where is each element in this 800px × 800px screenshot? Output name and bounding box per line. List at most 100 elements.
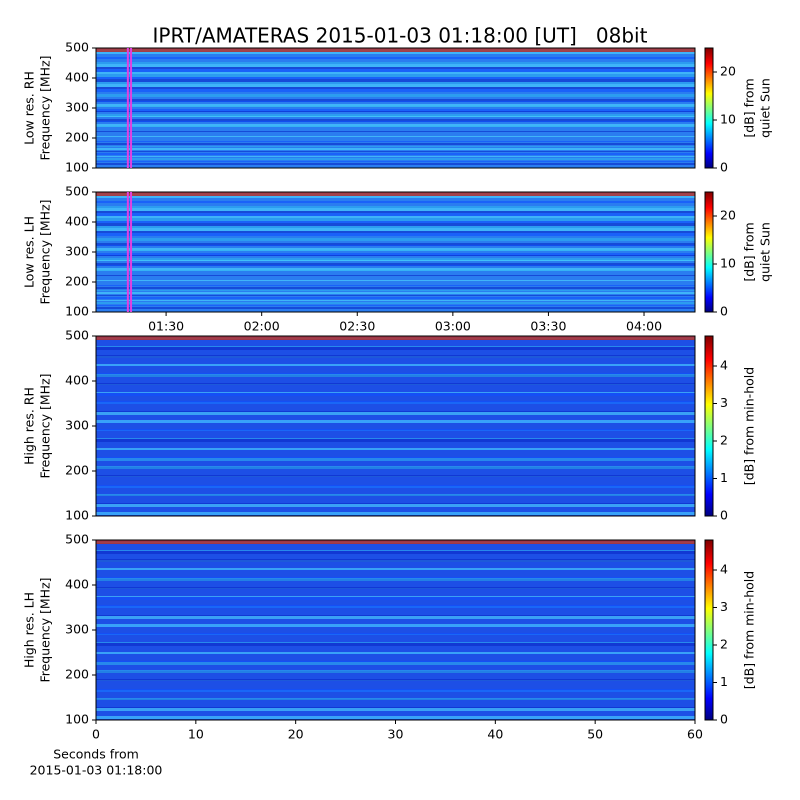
x-tick-label: 02:30 bbox=[339, 319, 375, 334]
spectrogram-texture bbox=[96, 211, 695, 213]
spectrogram-texture bbox=[96, 158, 695, 160]
colorbar-label: [dB] from bbox=[742, 78, 757, 137]
y-tick-label: 100 bbox=[65, 304, 89, 319]
spectrogram-texture bbox=[96, 136, 695, 137]
spectrogram-texture bbox=[96, 268, 695, 271]
spectrogram-texture bbox=[96, 429, 695, 431]
spectrogram-texture bbox=[96, 84, 695, 87]
colorbar bbox=[704, 539, 714, 721]
spectrogram-texture bbox=[96, 346, 695, 347]
spectrogram-texture bbox=[96, 114, 695, 117]
spectrogram-texture bbox=[96, 662, 695, 665]
colorbar-label: quiet Sun bbox=[758, 78, 773, 138]
x-tick-label: 03:30 bbox=[530, 319, 566, 334]
colorbar-tick-label: 4 bbox=[720, 562, 728, 577]
x-tick-label: 20 bbox=[288, 727, 304, 742]
y-axis-label: High res. LH bbox=[22, 592, 37, 668]
spectrogram-texture bbox=[96, 633, 695, 635]
spectrogram-texture bbox=[96, 255, 695, 256]
spectrogram-texture bbox=[96, 698, 695, 700]
spectrogram-texture bbox=[96, 74, 695, 77]
spectrogram-texture bbox=[96, 615, 695, 616]
spectrogram-texture bbox=[96, 106, 695, 107]
y-axis-label: High res. RH bbox=[22, 387, 37, 465]
spectrogram-texture bbox=[96, 250, 695, 251]
spectrogram-texture bbox=[96, 69, 695, 72]
spectrogram-texture bbox=[96, 62, 695, 64]
spectrogram-texture bbox=[96, 485, 695, 488]
colorbar-label: [dB] from min-hold bbox=[742, 367, 757, 485]
spectrogram-texture bbox=[96, 67, 695, 69]
colorbar-tick-label: 10 bbox=[720, 112, 736, 127]
spectrogram-texture bbox=[96, 104, 695, 107]
y-tick-label: 300 bbox=[65, 418, 89, 433]
spectrogram-texture bbox=[96, 661, 695, 662]
colorbar-tick-label: 20 bbox=[720, 208, 736, 223]
spectrogram-texture bbox=[96, 475, 695, 477]
spectrogram-texture bbox=[96, 392, 695, 393]
colorbar-tick-label: 1 bbox=[720, 470, 728, 485]
spectrogram-texture bbox=[96, 238, 695, 241]
spectrogram-edge bbox=[96, 48, 695, 52]
spectrogram-texture bbox=[96, 292, 695, 294]
x-tick-label: 03:00 bbox=[435, 319, 471, 334]
colorbar-tick-label: 0 bbox=[720, 508, 728, 523]
spectrogram-texture bbox=[96, 82, 695, 84]
spectrogram-texture bbox=[96, 578, 695, 581]
spectrogram-texture bbox=[96, 411, 695, 412]
spectrogram-texture bbox=[96, 280, 695, 281]
x-tick-label: 04:00 bbox=[626, 319, 662, 334]
y-tick-label: 200 bbox=[65, 667, 89, 682]
spectrogram-texture bbox=[96, 148, 695, 150]
x-tick-label: 60 bbox=[687, 727, 703, 742]
spectrogram-texture bbox=[96, 420, 695, 423]
spectrogram-texture bbox=[96, 87, 695, 89]
spectrogram-texture bbox=[96, 412, 695, 415]
y-tick-label: 200 bbox=[65, 463, 89, 478]
spectrogram-texture bbox=[96, 512, 695, 515]
spectrogram-texture bbox=[96, 297, 695, 299]
colorbar-tick-label: 0 bbox=[720, 160, 728, 175]
colorbar bbox=[704, 47, 714, 169]
spectrogram-texture bbox=[96, 393, 695, 396]
spectrogram-texture bbox=[96, 624, 695, 627]
spectrogram-texture bbox=[96, 79, 695, 82]
colorbar-tick-label: 3 bbox=[720, 599, 728, 614]
spectrogram-texture bbox=[96, 216, 695, 218]
spectrogram-texture bbox=[96, 305, 695, 306]
spectrogram-texture bbox=[96, 94, 695, 97]
spectrogram-texture bbox=[96, 161, 695, 162]
colorbar-label: quiet Sun bbox=[758, 222, 773, 282]
spectrogram-texture bbox=[96, 438, 695, 439]
chart-title: IPRT/AMATERAS 2015-01-03 01:18:00 [UT] 0… bbox=[153, 24, 648, 48]
y-tick-label: 100 bbox=[65, 160, 89, 175]
colorbar-tick-label: 10 bbox=[720, 256, 736, 271]
spectrogram-texture bbox=[96, 226, 695, 228]
y-axis-label: Frequency [MHz] bbox=[38, 199, 53, 304]
colorbar-tick-label: 20 bbox=[720, 64, 736, 79]
x-tick-label: 02:00 bbox=[244, 319, 280, 334]
spectrogram-texture bbox=[96, 373, 695, 374]
colorbar bbox=[704, 335, 714, 517]
y-axis-label: Frequency [MHz] bbox=[38, 373, 53, 478]
spectrogram-texture bbox=[96, 504, 695, 507]
spectrogram-texture bbox=[96, 458, 695, 461]
spectrogram-texture bbox=[96, 616, 695, 619]
spectrogram-texture bbox=[96, 551, 695, 554]
spectrogram-texture bbox=[96, 300, 695, 301]
spectrogram-edge bbox=[96, 540, 695, 544]
y-tick-label: 500 bbox=[65, 328, 89, 343]
spectrogram bbox=[96, 540, 695, 720]
y-axis-label: Frequency [MHz] bbox=[38, 577, 53, 682]
y-tick-label: 300 bbox=[65, 100, 89, 115]
y-tick-label: 300 bbox=[65, 244, 89, 259]
colorbar-tick-label: 0 bbox=[720, 304, 728, 319]
spectrogram-texture bbox=[96, 307, 695, 309]
spectrogram-texture bbox=[96, 109, 695, 112]
spectrogram-texture bbox=[96, 119, 695, 122]
spectrogram-texture bbox=[96, 146, 695, 147]
colorbar-tick-label: 4 bbox=[720, 358, 728, 373]
spectrogram-texture bbox=[96, 550, 695, 551]
spectrogram-texture bbox=[96, 206, 695, 208]
spectrogram-texture bbox=[96, 503, 695, 504]
